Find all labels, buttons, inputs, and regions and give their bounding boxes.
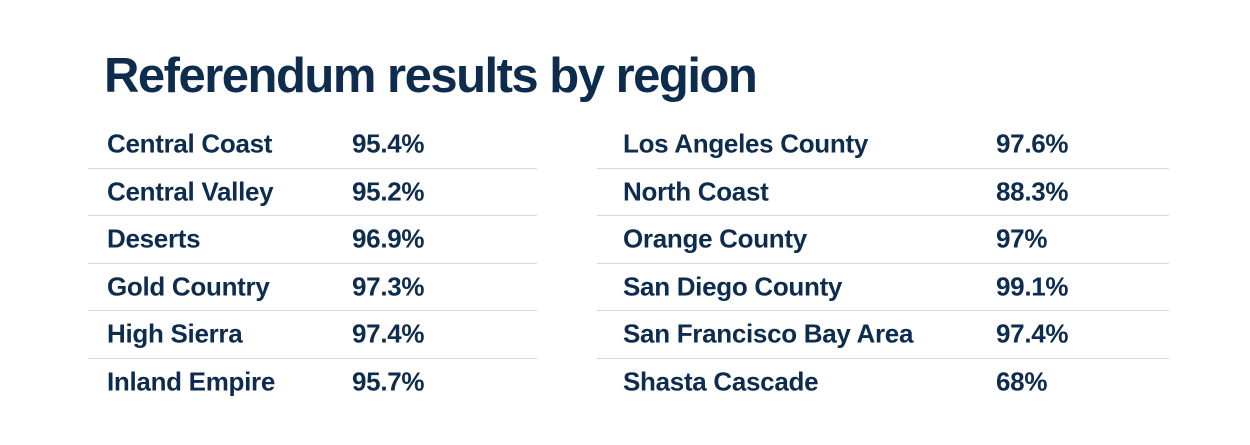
region-percentage: 95.4%	[352, 128, 425, 159]
region-percentage: 97.3%	[352, 271, 425, 302]
region-percentage: 99.1%	[996, 271, 1069, 302]
table-row: Orange County 97%	[597, 216, 1169, 264]
region-percentage: 95.2%	[352, 176, 425, 207]
region-percentage: 88.3%	[996, 176, 1069, 207]
region-name: Central Coast	[107, 128, 273, 159]
region-name: Central Valley	[107, 176, 274, 207]
page-title: Referendum results by region	[104, 49, 758, 103]
region-name: Orange County	[623, 223, 807, 254]
table-row: North Coast 88.3%	[597, 169, 1169, 216]
region-name: North Coast	[623, 176, 769, 207]
region-percentage: 96.9%	[352, 223, 425, 254]
table-row: High Sierra 97.4%	[88, 311, 537, 359]
region-name: San Francisco Bay Area	[623, 318, 914, 349]
table-row: Inland Empire 95.7%	[88, 359, 537, 407]
region-percentage: 97%	[996, 223, 1048, 254]
region-percentage: 95.7%	[352, 366, 425, 397]
table-row: Gold Country 97.3%	[88, 264, 537, 311]
table-row: Deserts 96.9%	[88, 216, 537, 264]
table-row: Central Coast 95.4%	[88, 121, 537, 169]
region-percentage: 68%	[996, 366, 1048, 397]
region-name: Inland Empire	[107, 366, 276, 397]
region-name: High Sierra	[107, 318, 243, 349]
table-row: Shasta Cascade 68%	[597, 359, 1169, 407]
region-percentage: 97.4%	[996, 318, 1069, 349]
table-row: Central Valley 95.2%	[88, 169, 537, 216]
region-name: Gold Country	[107, 271, 270, 302]
region-percentage: 97.4%	[352, 318, 425, 349]
table-row: San Diego County 99.1%	[597, 264, 1169, 311]
region-name: San Diego County	[623, 271, 843, 302]
region-name: Deserts	[107, 223, 201, 254]
results-column-right: Los Angeles County 97.6% North Coast 88.…	[597, 121, 1169, 406]
table-row: Los Angeles County 97.6%	[597, 121, 1169, 169]
region-name: Shasta Cascade	[623, 366, 819, 397]
region-name: Los Angeles County	[623, 128, 868, 159]
table-row: San Francisco Bay Area 97.4%	[597, 311, 1169, 359]
results-column-left: Central Coast 95.4% Central Valley 95.2%…	[88, 121, 537, 406]
region-percentage: 97.6%	[996, 128, 1069, 159]
